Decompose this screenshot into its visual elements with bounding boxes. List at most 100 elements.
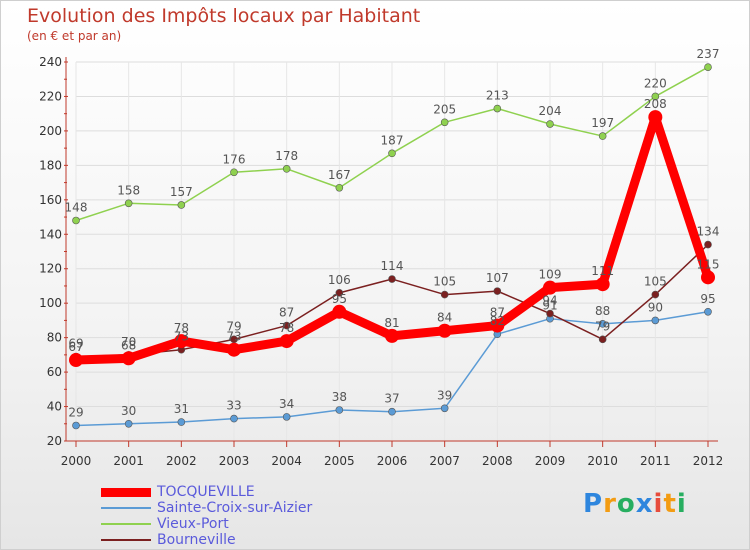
data-point-1-1: [124, 419, 133, 428]
logo-letter: t: [663, 489, 677, 519]
legend-swatch-tocqueville: [101, 487, 151, 497]
data-label-3-9: 94: [542, 294, 557, 308]
data-label-0-5: 95: [332, 292, 347, 306]
data-point-3-10: [598, 335, 607, 344]
legend-swatch-vieux-port: [101, 523, 151, 525]
legend-swatch-sainte-croix: [101, 507, 151, 509]
data-point-0-11: [648, 110, 663, 125]
data-point-1-5: [335, 406, 344, 414]
data-label-2-5: 167: [328, 168, 351, 182]
data-label-3-2: 73: [174, 330, 189, 344]
data-label-3-10: 79: [595, 319, 610, 333]
data-point-2-9: [546, 120, 554, 128]
data-label-2-11: 220: [644, 76, 667, 90]
data-point-2-12: [704, 63, 712, 71]
data-label-0-3: 73: [226, 330, 241, 344]
data-label-2-8: 213: [486, 89, 509, 103]
data-label-1-3: 33: [226, 399, 241, 413]
chart-title: Evolution des Impôts locaux par Habitant: [27, 5, 421, 27]
legend-item-tocqueville: TOCQUEVILLE: [101, 484, 312, 500]
legend-item-vieux-port: Vieux-Port: [101, 516, 312, 532]
data-point-1-2: [177, 418, 186, 426]
legend-label-tocqueville: TOCQUEVILLE: [157, 484, 255, 500]
data-point-0-2: [174, 334, 189, 349]
logo-letter: o: [616, 489, 636, 519]
legend-label-bourneville: Bourneville: [157, 532, 236, 548]
data-label-3-8: 107: [486, 271, 509, 285]
data-point-3-6: [388, 275, 396, 283]
x-tick-label-2009: 2009: [535, 454, 566, 468]
data-label-2-1: 158: [117, 183, 140, 197]
data-label-0-7: 84: [437, 311, 452, 325]
data-label-0-10: 111: [591, 264, 614, 278]
y-tick-label-80: 80: [47, 331, 62, 345]
data-label-1-11: 90: [648, 300, 663, 314]
data-point-2-10: [598, 132, 607, 140]
legend-item-bourneville: Bourneville: [101, 532, 312, 548]
x-tick-label-2001: 2001: [113, 454, 144, 468]
data-label-0-6: 81: [384, 316, 399, 330]
logo-letter: x: [635, 489, 654, 519]
data-label-0-11: 208: [644, 97, 667, 111]
data-point-0-5: [332, 304, 347, 319]
data-label-2-7: 205: [433, 102, 456, 116]
logo-letter: r: [603, 489, 617, 519]
data-label-1-1: 30: [121, 404, 136, 418]
data-label-3-11: 105: [644, 275, 667, 289]
data-label-1-4: 34: [279, 397, 294, 411]
data-label-1-2: 31: [174, 402, 189, 416]
data-point-0-4: [279, 334, 294, 349]
data-point-0-12: [701, 270, 715, 285]
data-label-2-2: 157: [170, 185, 193, 199]
data-label-3-12: 134: [697, 225, 720, 239]
data-point-0-0: [69, 353, 83, 368]
data-point-2-11: [651, 92, 660, 101]
x-tick-label-2004: 2004: [271, 454, 302, 468]
data-label-1-8: 82: [490, 314, 505, 328]
data-label-3-3: 79: [226, 319, 241, 333]
data-label-1-5: 38: [332, 390, 347, 404]
x-tick-label-2002: 2002: [166, 454, 197, 468]
data-label-3-7: 105: [433, 275, 456, 289]
data-label-1-12: 95: [700, 292, 715, 306]
y-tick-label-40: 40: [47, 400, 62, 414]
data-point-2-6: [388, 149, 396, 158]
data-point-1-10: [598, 320, 607, 328]
y-tick-label-140: 140: [39, 227, 62, 241]
legend-item-sainte-croix: Sainte-Croix-sur-Aizier: [101, 500, 312, 516]
axes: 20 40 60 80 100 120 140 160 180 200 220 240 2000 2001…: [39, 55, 723, 468]
data-point-2-5: [335, 183, 344, 192]
legend-label-vieux-port: Vieux-Port: [157, 516, 229, 532]
proxiti-logo: Proxiti: [583, 489, 687, 519]
data-point-2-3: [230, 168, 238, 177]
data-label-0-4: 78: [279, 321, 294, 335]
data-point-3-11: [651, 290, 660, 299]
data-point-1-11: [651, 316, 660, 325]
data-label-2-6: 187: [381, 133, 404, 147]
y-tick-label-120: 120: [39, 262, 62, 276]
data-point-0-7: [437, 323, 452, 338]
data-point-3-7: [440, 290, 449, 299]
y-tick-label-200: 200: [39, 124, 62, 138]
data-label-2-12: 237: [697, 47, 720, 61]
data-label-3-0: 69: [68, 337, 83, 351]
x-tick-label-2011: 2011: [640, 454, 671, 468]
data-label-0-8: 87: [490, 306, 505, 320]
data-label-0-12: 115: [697, 257, 720, 271]
data-point-0-8: [490, 318, 505, 333]
y-tick-label-180: 180: [39, 158, 62, 172]
logo-letter: P: [583, 489, 604, 519]
data-label-1-7: 39: [437, 388, 452, 402]
y-tick-label-220: 220: [39, 89, 62, 103]
data-label-0-9: 109: [539, 268, 562, 282]
data-point-2-2: [177, 201, 186, 209]
data-label-3-4: 87: [279, 306, 294, 320]
data-label-1-0: 29: [68, 405, 83, 419]
data-label-2-9: 204: [539, 104, 562, 118]
data-label-2-3: 176: [223, 152, 246, 166]
data-point-0-10: [595, 277, 610, 292]
data-point-2-0: [72, 216, 80, 225]
data-point-1-7: [440, 404, 449, 413]
data-point-3-9: [546, 309, 554, 318]
